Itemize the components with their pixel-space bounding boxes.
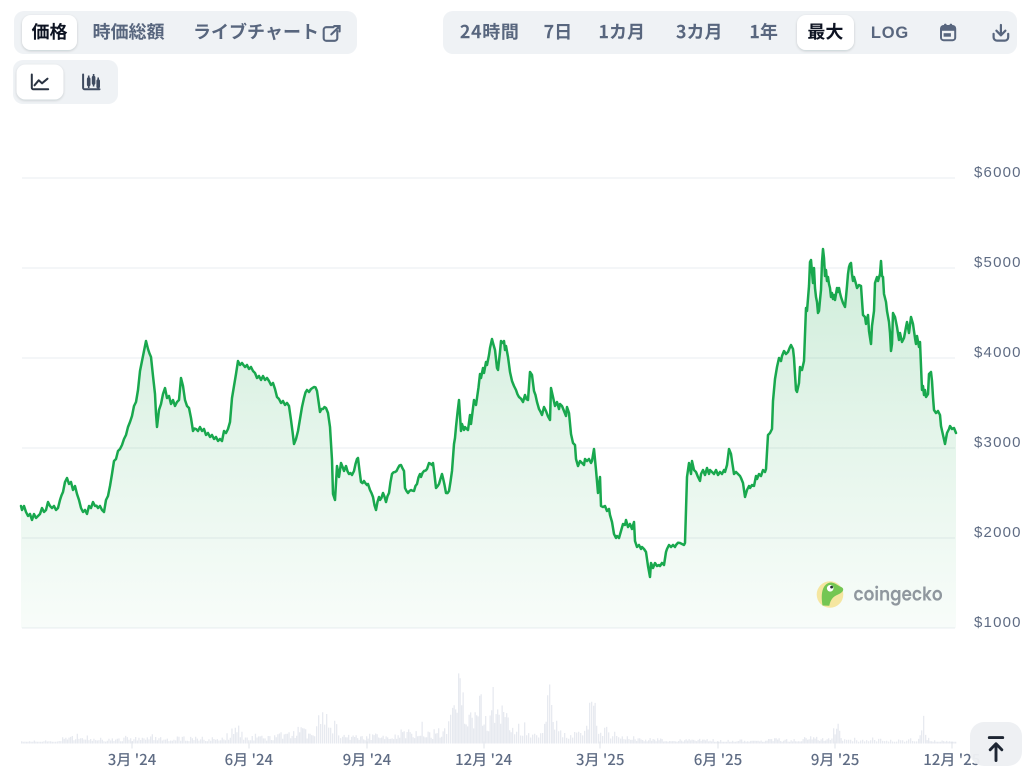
svg-text:$4000: $4000 (974, 344, 1022, 361)
svg-text:LOG: LOG (871, 24, 909, 42)
svg-text:$5000: $5000 (974, 254, 1022, 271)
svg-text:$3000: $3000 (974, 434, 1022, 451)
svg-text:$1000: $1000 (974, 614, 1022, 631)
svg-text:$6000: $6000 (974, 164, 1022, 181)
svg-text:$2000: $2000 (974, 524, 1022, 541)
